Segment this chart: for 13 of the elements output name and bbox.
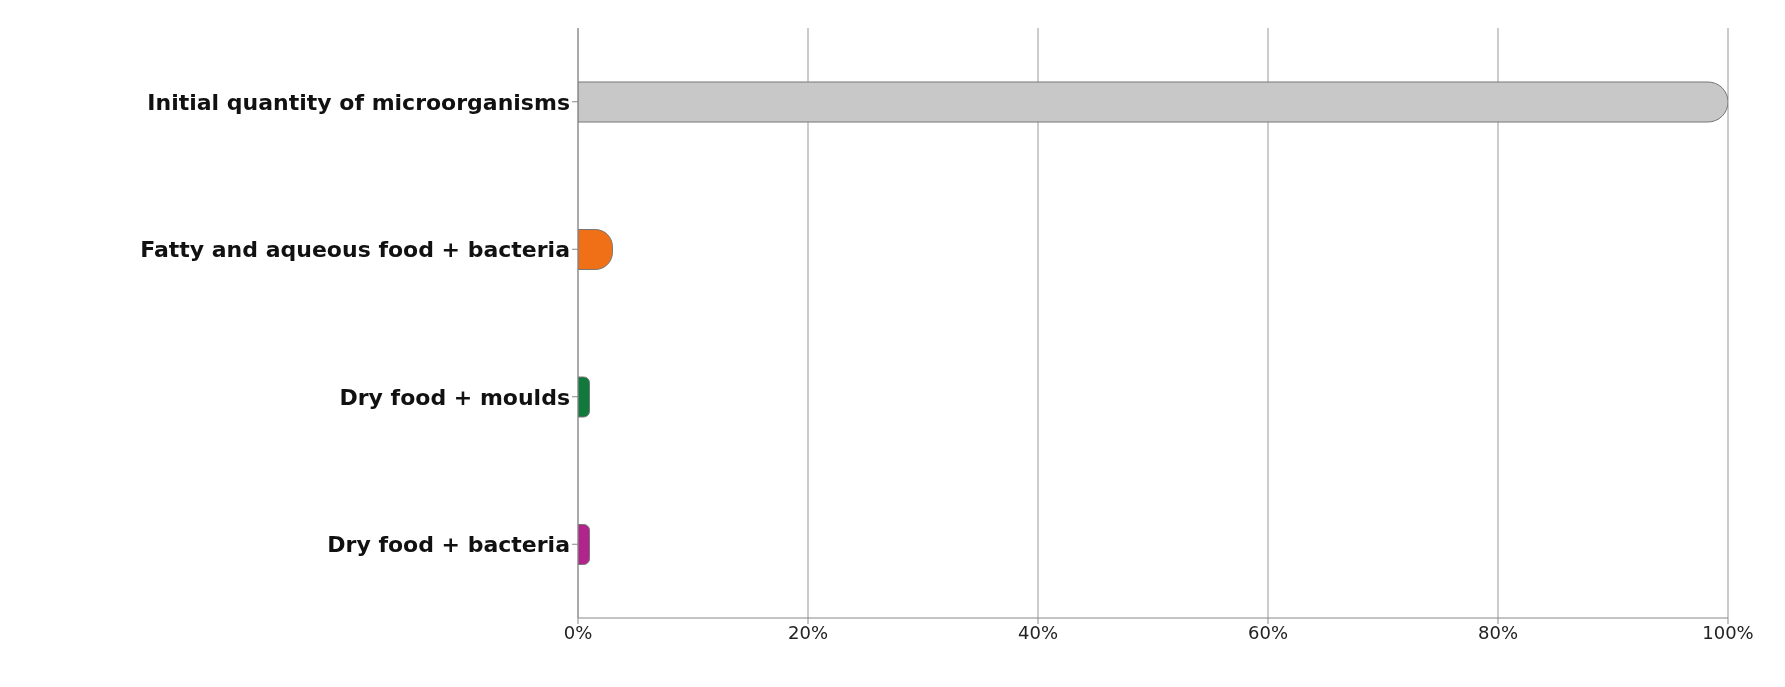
y-tick-label: Initial quantity of microorganisms [147,89,570,115]
x-tick-label: 40% [1017,621,1059,643]
y-tick-label: Dry food + bacteria [327,532,570,558]
x-tick-label: 20% [787,621,829,643]
bar [578,376,590,418]
x-tick-label: 100% [1702,621,1754,643]
bar [578,524,590,565]
x-tick-label: 60% [1247,621,1289,643]
x-tick-label: 80% [1477,621,1519,643]
y-tick-label: Fatty and aqueous food + bacteria [140,237,570,263]
bar [578,81,1728,123]
x-tick-label: 0% [563,621,593,643]
y-tick-label: Dry food + moulds [339,384,570,410]
